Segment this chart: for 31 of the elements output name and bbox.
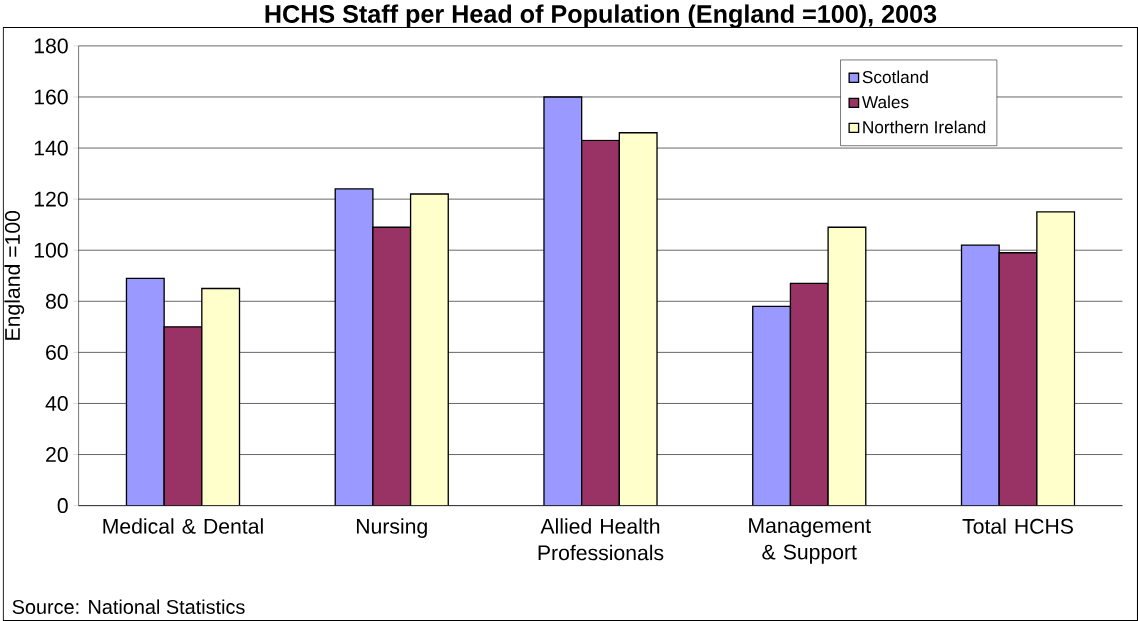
x-tick-label: Medical & Dental <box>103 518 263 534</box>
y-tick-label: 120 <box>34 191 68 207</box>
bar <box>125 277 165 506</box>
bar <box>998 252 1038 506</box>
y-tick-label: 160 <box>34 89 68 105</box>
bar <box>372 226 412 506</box>
legend-label: Northern Ireland <box>863 120 986 134</box>
y-tick-label: 40 <box>45 395 68 411</box>
y-tick-label: 80 <box>45 293 68 309</box>
y-axis-title: England =100 <box>4 210 25 340</box>
x-tick-label: Management & Support <box>749 518 871 564</box>
x-tick-label: Total HCHS <box>962 518 1073 534</box>
legend-label: Wales <box>861 95 909 109</box>
bar <box>334 188 374 506</box>
y-tick-label: 100 <box>34 242 68 258</box>
legend-label: Scotland <box>862 70 928 84</box>
bar <box>543 96 583 506</box>
y-tick-label: 60 <box>46 344 68 360</box>
bar <box>581 139 620 506</box>
y-tick-label: 0 <box>57 498 68 514</box>
bar <box>960 244 1000 506</box>
y-tick-label: 180 <box>34 38 68 54</box>
bar <box>163 326 203 506</box>
x-tick-label: Allied Health Professionals <box>538 518 664 561</box>
y-tick-label: 140 <box>34 140 68 156</box>
y-tick-label: 20 <box>46 447 68 463</box>
bar <box>789 282 829 506</box>
bar <box>752 305 792 506</box>
source-note: Source: National Statistics <box>12 599 245 614</box>
x-tick-label: Nursing <box>356 518 427 538</box>
chart-title: HCHS Staff per Head of Population (England =100), 2003 <box>265 4 937 28</box>
